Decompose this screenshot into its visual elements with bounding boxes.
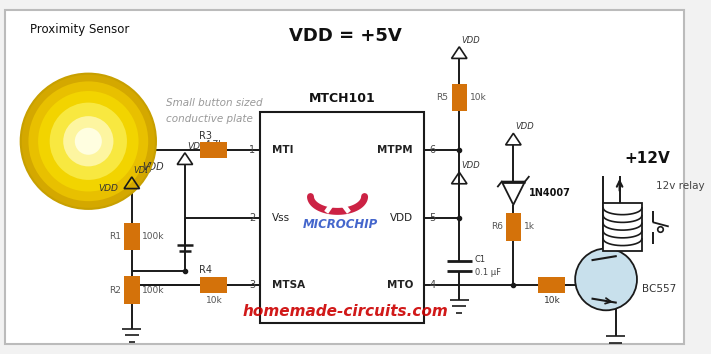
Text: VDD: VDD [187, 142, 207, 151]
Text: 1N4007: 1N4007 [529, 188, 571, 198]
Text: MTCH101: MTCH101 [309, 92, 375, 104]
Text: R4: R4 [199, 265, 212, 275]
Text: 2: 2 [249, 212, 255, 223]
FancyBboxPatch shape [201, 277, 228, 293]
Text: 5: 5 [429, 212, 436, 223]
Text: R5: R5 [437, 92, 449, 102]
Text: BC557: BC557 [642, 284, 676, 294]
Text: Small button sized: Small button sized [166, 98, 262, 108]
Ellipse shape [63, 116, 114, 166]
Text: +12V: +12V [624, 152, 670, 166]
Text: MTSA: MTSA [272, 280, 305, 290]
Ellipse shape [50, 103, 127, 180]
FancyBboxPatch shape [5, 10, 684, 344]
FancyBboxPatch shape [538, 277, 565, 293]
Ellipse shape [38, 91, 139, 192]
Text: 100k: 100k [142, 286, 165, 295]
Text: MTO: MTO [387, 280, 413, 290]
Text: R3: R3 [199, 131, 212, 141]
Text: Proximity Sensor: Proximity Sensor [31, 23, 129, 36]
Circle shape [575, 249, 637, 310]
Text: MICROCHIP: MICROCHIP [303, 218, 378, 231]
Text: VDD: VDD [461, 161, 480, 170]
FancyBboxPatch shape [124, 276, 139, 303]
Text: 3: 3 [250, 280, 255, 290]
Ellipse shape [75, 128, 102, 155]
Text: 12v relay: 12v relay [656, 181, 705, 191]
Text: VDD: VDD [515, 122, 534, 131]
Text: 100k: 100k [142, 232, 165, 241]
Text: 0.1 μF: 0.1 μF [475, 268, 501, 277]
Text: 10k: 10k [205, 296, 223, 304]
Text: MTI: MTI [272, 145, 294, 155]
Text: C1: C1 [475, 255, 486, 264]
FancyBboxPatch shape [124, 223, 139, 250]
FancyBboxPatch shape [260, 112, 424, 323]
Text: 4.7k: 4.7k [204, 139, 224, 149]
FancyBboxPatch shape [506, 213, 521, 240]
Text: 1k: 1k [524, 223, 535, 232]
FancyBboxPatch shape [451, 84, 467, 110]
Text: VDD: VDD [142, 162, 164, 172]
Text: VDD = +5V: VDD = +5V [289, 27, 402, 45]
Text: 10k: 10k [544, 296, 560, 304]
Ellipse shape [28, 81, 148, 201]
Text: 6: 6 [429, 145, 435, 155]
Text: 10k: 10k [470, 92, 486, 102]
Text: VDD: VDD [461, 36, 480, 45]
Text: VDD: VDD [98, 184, 118, 193]
Text: homemade-circuits.com: homemade-circuits.com [242, 304, 448, 319]
Text: R2: R2 [109, 286, 121, 295]
Text: 4.7k: 4.7k [204, 139, 224, 149]
Text: VDD: VDD [390, 212, 413, 223]
FancyBboxPatch shape [603, 203, 642, 251]
Text: 4: 4 [429, 280, 435, 290]
Text: R6: R6 [491, 223, 503, 232]
Text: R1: R1 [109, 232, 121, 241]
FancyBboxPatch shape [201, 142, 228, 158]
Text: Vss: Vss [272, 212, 290, 223]
Text: 1: 1 [250, 145, 255, 155]
Text: VDD: VDD [134, 166, 152, 175]
Ellipse shape [21, 74, 156, 209]
Text: MTPM: MTPM [378, 145, 413, 155]
Text: conductive plate: conductive plate [166, 114, 252, 124]
